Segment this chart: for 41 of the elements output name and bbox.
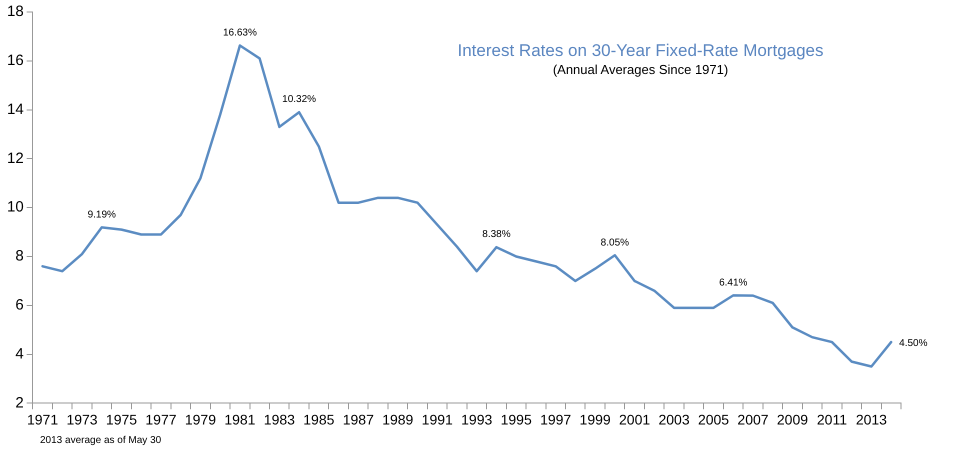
x-tick-label: 2009 xyxy=(776,411,808,428)
y-tick-label: 14 xyxy=(6,100,24,118)
annotation: 10.32% xyxy=(282,94,316,106)
x-tick-label: 1983 xyxy=(264,411,296,428)
text: (Annual Averages Since 1971) xyxy=(552,62,728,77)
x-tick-label: 1989 xyxy=(382,411,414,428)
x-tick-label: 2005 xyxy=(698,411,730,428)
y-tick-label: 10 xyxy=(6,198,24,216)
x-tick-label: 2013 xyxy=(856,411,888,428)
x-tick-label: 1979 xyxy=(184,411,216,428)
data-label: 8.05% xyxy=(600,237,630,248)
data-label: 8.38% xyxy=(482,229,511,240)
data-label: 16.63% xyxy=(222,27,257,38)
text: 2013 average as of May 30 xyxy=(40,434,162,447)
x-tick-label: 1999 xyxy=(580,411,611,428)
x-tick-label: 1997 xyxy=(540,411,572,428)
x-tick-label: 1993 xyxy=(461,411,492,428)
x-tick-label: 1973 xyxy=(66,411,98,428)
y-tick-label: 2 xyxy=(15,394,24,412)
x-tick-label: 1977 xyxy=(145,411,177,428)
text: Interest Rates on 30-Year Fixed-Rate Mortgages xyxy=(458,41,824,60)
y-tick-label: 6 xyxy=(15,296,24,314)
y-tick-label: 4 xyxy=(15,345,24,362)
x-tick-label: 1991 xyxy=(422,411,454,428)
x-tick-label: 1985 xyxy=(303,411,335,428)
x-tick-label: 2007 xyxy=(737,411,769,428)
x-tick-label: 1971 xyxy=(26,411,58,428)
x-tick-label: 1981 xyxy=(224,411,256,428)
x-tick-label: 2001 xyxy=(619,411,650,428)
x-tick-label: 1987 xyxy=(342,411,374,428)
y-tick-label: 12 xyxy=(6,150,24,167)
x-tick-label: 2003 xyxy=(658,411,690,428)
y-tick-label: 16 xyxy=(6,52,24,70)
x-tick-label: 1995 xyxy=(500,411,532,428)
data-label: 9.19% xyxy=(88,209,116,220)
y-tick-label: 18 xyxy=(6,3,24,20)
y-tick-label: 8 xyxy=(15,248,24,265)
x-tick-label: 1975 xyxy=(106,411,138,428)
data-label: 4.50% xyxy=(899,338,928,350)
x-tick-label: 2011 xyxy=(816,411,848,428)
data-label: 6.41% xyxy=(719,277,748,288)
